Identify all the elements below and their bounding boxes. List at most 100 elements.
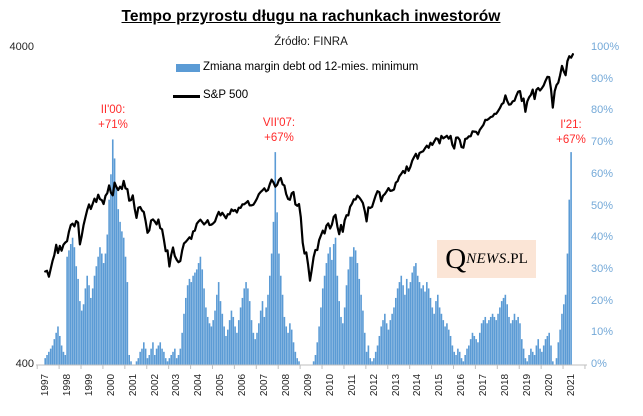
right-axis-tick-label: 100% xyxy=(591,41,620,53)
margin-debt-bar xyxy=(59,335,61,365)
x-axis-year-label: 2004 xyxy=(193,373,205,397)
margin-debt-bar xyxy=(402,285,404,365)
margin-debt-bar xyxy=(347,269,350,365)
margin-debt-bar xyxy=(97,256,99,365)
margin-debt-bar xyxy=(367,345,370,365)
margin-debt-bar xyxy=(334,237,337,365)
margin-debt-bar xyxy=(163,351,165,365)
legend-line-label: S&P 500 xyxy=(203,89,249,101)
margin-debt-bar xyxy=(555,358,558,365)
margin-debt-bar xyxy=(150,348,152,365)
x-axis-year-label: 1999 xyxy=(83,373,95,397)
margin-debt-bar xyxy=(446,323,448,365)
margin-debt-bar xyxy=(478,332,481,365)
margin-debt-bar xyxy=(195,269,198,365)
margin-debt-bar xyxy=(71,237,74,365)
margin-debt-bar xyxy=(537,339,540,365)
margin-debt-bar xyxy=(292,342,295,365)
margin-debt-bar xyxy=(68,250,70,365)
x-axis-year-label: 2014 xyxy=(412,373,424,397)
margin-debt-bar xyxy=(526,361,529,365)
margin-debt-bar xyxy=(331,259,333,365)
margin-debt-bars xyxy=(44,139,572,365)
margin-debt-bar xyxy=(396,288,399,365)
margin-debt-bar xyxy=(256,332,258,365)
margin-debt-bar xyxy=(559,329,561,365)
margin-debt-bar xyxy=(285,326,288,365)
margin-debt-bar xyxy=(550,345,552,365)
margin-debt-bar xyxy=(338,301,340,365)
margin-debt-bar xyxy=(197,263,200,365)
margin-debt-bar xyxy=(188,278,191,365)
margin-debt-bar xyxy=(522,348,525,365)
x-axis-year-label: 2018 xyxy=(500,373,512,397)
margin-debt-bar xyxy=(457,348,459,365)
margin-debt-bar xyxy=(451,345,454,365)
margin-debt-bar xyxy=(296,358,298,365)
margin-debt-bar xyxy=(409,282,412,365)
margin-debt-bar xyxy=(227,329,229,365)
right-axis-tick-label: 40% xyxy=(591,231,614,244)
margin-debt-bar xyxy=(544,339,547,365)
margin-debt-bar xyxy=(237,320,240,365)
margin-debt-bar xyxy=(524,358,527,365)
margin-debt-bar xyxy=(482,320,485,365)
margin-debt-bar xyxy=(84,288,87,365)
margin-debt-bar xyxy=(405,278,408,365)
margin-debt-bar xyxy=(75,266,78,365)
margin-debt-bar xyxy=(181,332,183,365)
margin-debt-bar xyxy=(358,278,361,365)
x-axis-year-label: 2011 xyxy=(346,374,358,396)
right-axis-tick-label: 60% xyxy=(591,167,614,180)
margin-debt-bar xyxy=(88,285,90,365)
margin-debt-bar xyxy=(362,310,364,365)
margin-debt-bar xyxy=(143,342,145,365)
left-axis-max-label: 4000 xyxy=(9,41,34,53)
margin-debt-bar xyxy=(90,297,92,365)
margin-debt-bar xyxy=(389,320,392,365)
margin-debt-bar xyxy=(77,278,79,365)
margin-debt-bar xyxy=(504,294,507,365)
margin-debt-bar xyxy=(146,358,149,365)
margin-debt-bar xyxy=(168,358,171,365)
margin-debt-bar xyxy=(562,304,565,365)
margin-debt-bar xyxy=(298,361,300,365)
margin-debt-bar xyxy=(449,335,452,365)
margin-debt-bar xyxy=(86,275,88,365)
margin-debt-bar xyxy=(429,297,432,365)
legend-bar-swatch-icon xyxy=(176,64,200,72)
margin-debt-bar xyxy=(548,332,550,365)
margin-debt-bar xyxy=(325,263,328,365)
margin-debt-bar xyxy=(332,244,335,365)
margin-debt-bar xyxy=(236,332,238,365)
margin-debt-bar xyxy=(508,316,510,365)
margin-debt-bar xyxy=(351,256,353,365)
margin-debt-bar xyxy=(404,294,406,365)
margin-debt-bar xyxy=(113,158,116,365)
x-axis-year-label: 2020 xyxy=(543,373,555,397)
margin-debt-bar xyxy=(185,297,187,365)
margin-debt-bar xyxy=(393,307,395,365)
margin-debt-bar xyxy=(455,354,457,365)
right-axis-tick-label: 80% xyxy=(591,104,614,117)
x-axis-year-label: 2003 xyxy=(171,373,183,397)
margin-debt-bar xyxy=(373,358,375,365)
margin-debt-bar xyxy=(418,282,421,365)
margin-debt-bar xyxy=(265,307,267,365)
margin-debt-bar xyxy=(321,288,324,365)
margin-debt-bar xyxy=(228,320,231,365)
margin-debt-bar xyxy=(424,291,426,365)
margin-debt-bar xyxy=(289,323,291,365)
margin-debt-bar xyxy=(148,354,151,365)
margin-debt-bar xyxy=(99,247,101,365)
margin-debt-bar xyxy=(130,361,132,365)
margin-debt-bar xyxy=(101,253,103,365)
x-axis-year-label: 2005 xyxy=(215,373,227,397)
margin-debt-bar xyxy=(462,361,465,365)
margin-debt-bar xyxy=(263,316,266,365)
margin-debt-bar xyxy=(378,335,381,365)
margin-debt-bar xyxy=(340,316,342,365)
margin-debt-bar xyxy=(426,282,428,365)
margin-debt-bar xyxy=(345,285,348,365)
margin-debt-bar xyxy=(515,320,518,365)
